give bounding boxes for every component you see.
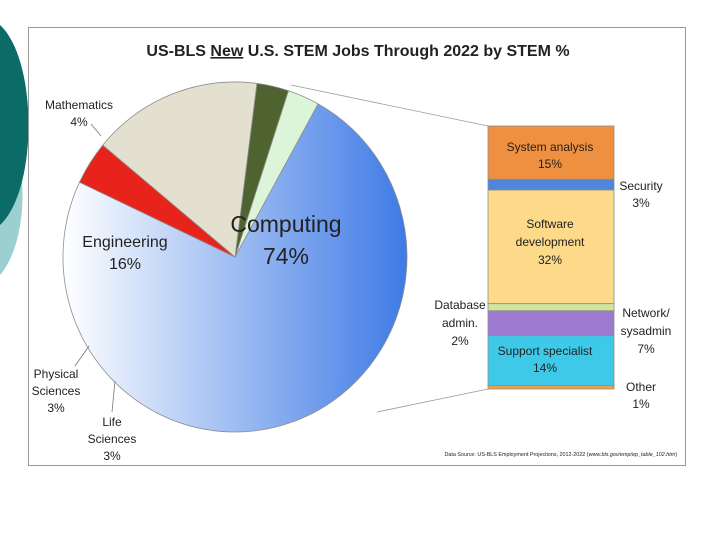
label-security: Security 3% bbox=[619, 179, 662, 210]
connector-bottom bbox=[376, 388, 489, 413]
deco-dark-arc bbox=[0, 25, 29, 225]
label-physical-sciences: Physical Sciences 3% bbox=[32, 367, 81, 415]
pie-slice-mathematics bbox=[78, 144, 236, 258]
data-source-note: Data Source: US-BLS Employment Projectio… bbox=[444, 452, 677, 458]
chart-title-underlined: New bbox=[210, 43, 243, 60]
label-database-admin: Database admin. 2% bbox=[434, 298, 486, 348]
pie-slice-computing bbox=[62, 103, 408, 433]
pie-slice-engineering bbox=[102, 81, 258, 258]
bar-segment-system-analysis bbox=[487, 125, 615, 180]
chart-svg: US-BLS New U.S. STEM Jobs Through 2022 b… bbox=[32, 43, 678, 463]
bar-segment-other bbox=[487, 384, 615, 390]
chart-labels: Computing 74% Engineering 16% Mathematics 4% P… bbox=[32, 98, 672, 463]
label-other: Other 1% bbox=[626, 380, 656, 411]
bar-segment-network-sysadmin bbox=[487, 310, 615, 337]
leader-physical-sciences bbox=[74, 345, 90, 367]
bar-segment-database-admin bbox=[487, 303, 615, 312]
label-life-sciences: Life Sciences 3% bbox=[88, 415, 137, 463]
computing-breakdown-bar bbox=[487, 125, 615, 390]
label-software-development: Software development 32% bbox=[516, 217, 585, 267]
chart-title: US-BLS New U.S. STEM Jobs Through 2022 b… bbox=[146, 43, 569, 60]
slide-decoration bbox=[0, 25, 29, 275]
pie-to-bar-connectors bbox=[290, 84, 489, 413]
label-support-specialist: Support specialist 14% bbox=[498, 344, 593, 375]
leader-mathematics bbox=[90, 123, 102, 137]
label-engineering: Engineering 16% bbox=[82, 234, 167, 273]
pie-chart bbox=[62, 81, 408, 433]
label-mathematics: Mathematics 4% bbox=[45, 98, 113, 129]
leader-life-sciences bbox=[111, 380, 116, 413]
label-system-analysis: System analysis 15% bbox=[507, 140, 594, 171]
label-network-sysadmin: Network/sysadmin 7% bbox=[621, 306, 672, 356]
connector-top bbox=[290, 84, 489, 127]
bar-segment-security bbox=[487, 178, 615, 191]
chart-frame: US-BLS New U.S. STEM Jobs Through 2022 b… bbox=[28, 27, 686, 466]
label-computing: Computing 74% bbox=[230, 211, 341, 269]
